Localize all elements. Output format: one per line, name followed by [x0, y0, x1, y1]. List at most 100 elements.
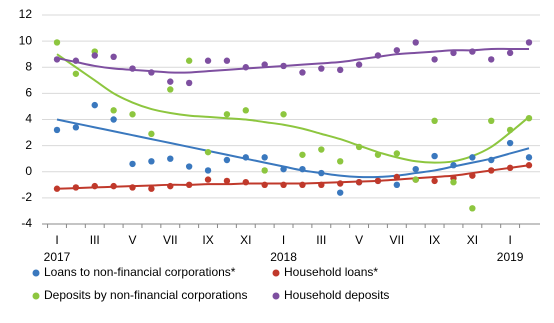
point — [337, 189, 344, 196]
point — [167, 86, 174, 93]
point — [525, 39, 533, 46]
point — [72, 124, 80, 131]
point — [53, 126, 61, 134]
x-tick-label: IX — [429, 233, 440, 247]
point — [91, 101, 98, 109]
point — [242, 154, 249, 161]
point — [299, 165, 306, 173]
point — [431, 177, 438, 185]
point — [242, 107, 249, 114]
x-tick-label: III — [90, 233, 100, 247]
point — [280, 111, 287, 118]
point — [110, 182, 117, 190]
point — [204, 176, 212, 183]
y-tick-label: 4 — [25, 112, 32, 126]
x-tick-label: V — [355, 233, 363, 247]
point — [129, 184, 136, 191]
x-tick-label: III — [316, 233, 326, 247]
x-tick-label: I — [282, 233, 285, 247]
point — [355, 179, 363, 186]
x-tick-label: V — [129, 233, 137, 247]
x-tick-label: IX — [202, 233, 213, 247]
legend-marker — [32, 292, 40, 300]
y-tick-label: 10 — [19, 33, 33, 47]
point — [431, 56, 438, 63]
point — [299, 181, 306, 189]
point — [488, 156, 495, 164]
point — [450, 162, 457, 169]
y-tick-label: 0 — [25, 164, 32, 178]
point — [261, 167, 268, 174]
point — [129, 65, 136, 72]
point — [148, 69, 155, 76]
x-tick-label: VII — [163, 233, 178, 247]
point — [167, 182, 174, 190]
point — [91, 182, 98, 190]
point — [393, 150, 401, 157]
y-tick-label: -4 — [21, 216, 32, 230]
point — [110, 107, 117, 114]
y-tick-label: 12 — [19, 7, 33, 21]
point — [129, 160, 136, 168]
legend-label: Household loans* — [284, 265, 378, 279]
point — [469, 172, 476, 179]
year-label: 2019 — [497, 250, 524, 264]
point — [185, 57, 193, 64]
point — [318, 65, 325, 72]
year-label: 2017 — [44, 250, 71, 264]
point — [185, 181, 193, 189]
point — [506, 164, 514, 172]
point — [53, 185, 61, 192]
point — [167, 155, 174, 162]
point — [450, 179, 457, 186]
point — [450, 49, 457, 57]
point — [204, 167, 212, 174]
point — [337, 66, 344, 74]
point — [148, 158, 155, 165]
point — [72, 57, 80, 64]
point — [148, 130, 155, 138]
trend-line — [56, 118, 530, 179]
point — [488, 167, 495, 174]
point — [469, 48, 476, 55]
point — [223, 177, 231, 185]
point — [318, 146, 325, 153]
point — [506, 49, 514, 57]
legend-label: Household deposits — [284, 288, 389, 302]
point — [242, 179, 249, 186]
point — [393, 173, 401, 181]
point — [148, 185, 155, 192]
point — [53, 39, 61, 46]
point — [110, 116, 117, 123]
point — [469, 205, 476, 212]
point — [204, 148, 212, 156]
point — [393, 47, 401, 54]
point — [280, 181, 287, 189]
point — [223, 156, 231, 164]
point — [525, 154, 533, 161]
point — [167, 78, 174, 85]
point — [318, 181, 325, 189]
point — [412, 165, 419, 173]
point — [110, 53, 117, 60]
y-tick-label: 2 — [25, 138, 32, 152]
point — [355, 143, 363, 151]
point — [72, 184, 80, 191]
x-tick-label: I — [508, 233, 511, 247]
point — [506, 126, 514, 134]
point — [223, 111, 231, 118]
point — [91, 52, 98, 59]
point — [53, 56, 61, 63]
legend-label: Loans to non-financial corporations* — [44, 265, 236, 279]
point — [412, 176, 419, 183]
point — [431, 117, 438, 125]
point — [488, 117, 495, 125]
point — [469, 154, 476, 161]
x-tick-label: XI — [240, 233, 251, 247]
trend-line — [56, 47, 529, 74]
point — [525, 162, 533, 169]
legend-marker — [32, 269, 40, 277]
point — [337, 180, 344, 187]
point — [185, 79, 193, 87]
